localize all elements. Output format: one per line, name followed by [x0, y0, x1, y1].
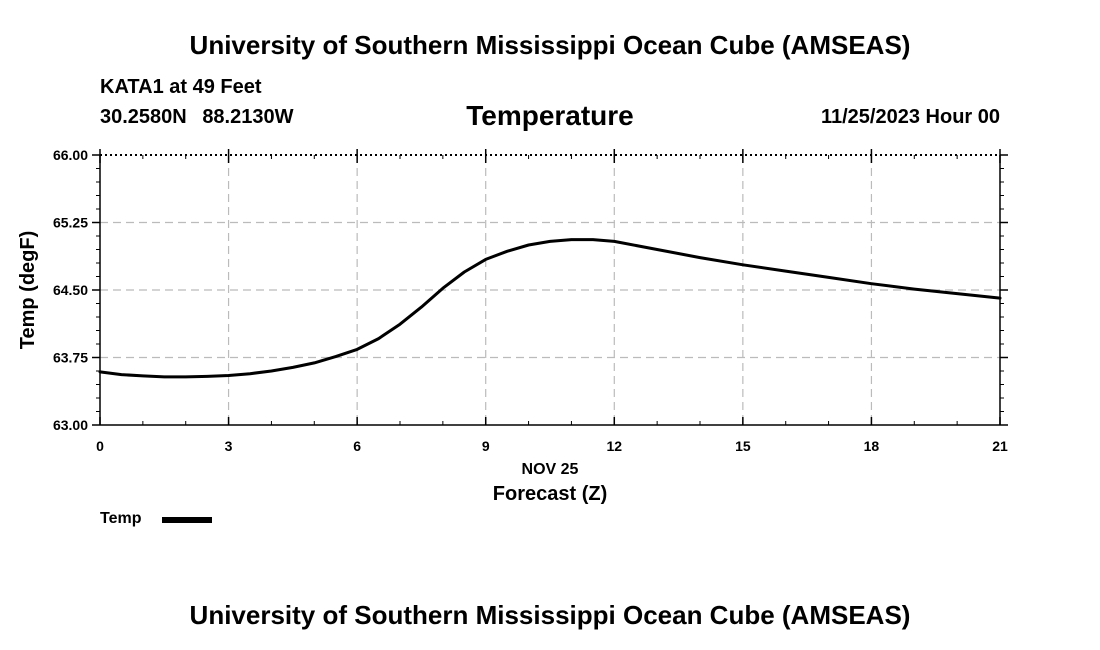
x-tick-label: 9	[482, 438, 490, 454]
temp-series-line	[98, 238, 1002, 379]
forecast-datetime: 11/25/2023 Hour 00	[820, 106, 1000, 128]
station-label: KATA1 at 49 Feet	[100, 76, 262, 98]
legend-label: Temp	[100, 510, 142, 527]
x-tick-label: 6	[353, 438, 361, 454]
latitude: 30.2580N	[100, 106, 187, 128]
y-tick-label: 63.75	[53, 350, 88, 366]
chart-subtitle: Temperature	[466, 100, 634, 131]
footer-title: University of Southern Mississippi Ocean…	[189, 600, 911, 630]
main-title: University of Southern Mississippi Ocean…	[189, 30, 911, 60]
x-tick-label: 15	[735, 438, 751, 454]
longitude: 88.2130W	[202, 106, 294, 128]
x-tick-label: 3	[225, 438, 233, 454]
y-tick-label: 66.00	[53, 147, 88, 163]
x-date-label: NOV 25	[522, 461, 579, 478]
x-tick-label: 18	[864, 438, 880, 454]
station-coordinates: 30.2580N 88.2130W	[100, 106, 293, 129]
y-axis-label: Temp (degF)	[17, 231, 39, 350]
y-tick-label: 65.25	[53, 215, 88, 231]
legend-swatch	[162, 517, 212, 523]
y-tick-label: 63.00	[53, 417, 88, 433]
x-axis-label: Forecast (Z)	[493, 483, 607, 505]
x-tick-label: 0	[96, 438, 104, 454]
x-tick-label: 12	[606, 438, 622, 454]
y-tick-label: 64.50	[53, 282, 88, 298]
x-tick-label: 21	[992, 438, 1008, 454]
